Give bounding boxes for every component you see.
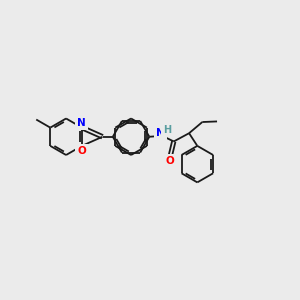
Text: N: N	[156, 128, 165, 138]
Text: H: H	[163, 125, 171, 135]
Text: O: O	[77, 146, 86, 157]
Text: O: O	[166, 156, 174, 166]
Text: O: O	[77, 146, 86, 157]
Text: H: H	[163, 125, 171, 135]
Text: N: N	[77, 118, 86, 128]
Text: N: N	[77, 118, 86, 128]
Text: N: N	[156, 128, 165, 138]
Text: O: O	[166, 156, 174, 166]
